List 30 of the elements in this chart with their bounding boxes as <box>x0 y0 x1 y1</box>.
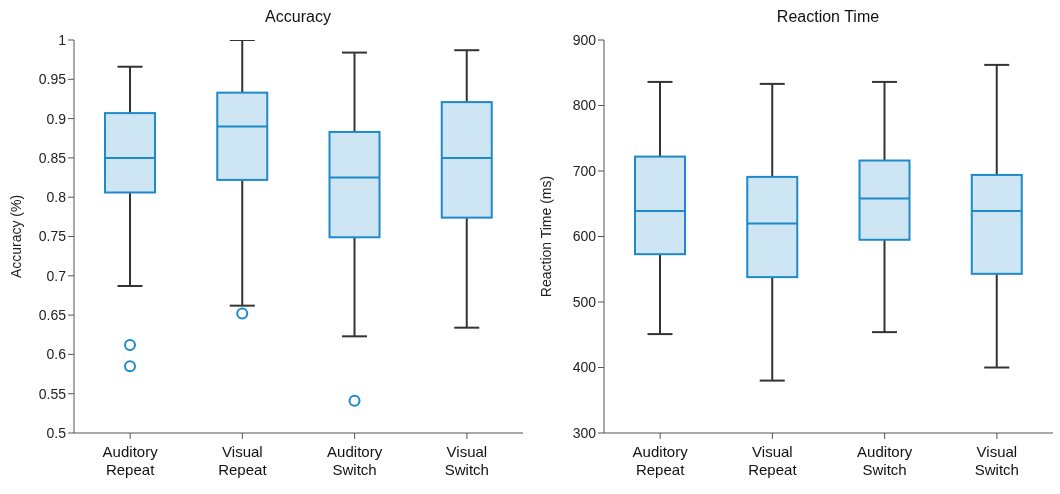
y-tick-label: 400 <box>572 359 597 376</box>
y-tick-label: 300 <box>572 424 597 441</box>
x-tick-label: Visual Switch <box>444 443 489 478</box>
y-tick-label: 900 <box>572 31 597 48</box>
y-tick-label: 1 <box>58 31 67 48</box>
y-tick-label: 0.9 <box>46 110 67 127</box>
x-tick-label: Visual Repeat <box>218 443 268 478</box>
chart-title: Reaction Time <box>775 8 881 27</box>
y-tick-label: 800 <box>572 97 597 114</box>
x-tick-label: Auditory Repeat <box>102 443 159 478</box>
x-tick-label: Visual Repeat <box>748 443 798 478</box>
y-tick-label: 500 <box>572 293 597 310</box>
y-axis-title: Reaction Time (ms) <box>537 175 554 298</box>
x-tick-label: Auditory Switch <box>327 443 383 478</box>
y-tick-label: 700 <box>572 162 597 179</box>
y-tick-label: 0.75 <box>38 228 67 245</box>
y-axis-title: Accuracy (%) <box>7 194 24 279</box>
y-tick-label: 0.8 <box>46 189 67 206</box>
x-tick-label: Visual Switch <box>974 443 1019 478</box>
y-tick-label: 0.6 <box>46 346 67 363</box>
y-tick-label: 0.95 <box>38 71 67 88</box>
y-tick-label: 0.7 <box>46 267 67 284</box>
y-tick-label: 0.65 <box>38 307 67 324</box>
y-tick-label: 0.5 <box>46 424 67 441</box>
x-tick-label: Auditory Repeat <box>632 443 689 478</box>
chart-title: Accuracy <box>264 8 332 27</box>
y-tick-label: 600 <box>572 228 597 245</box>
y-tick-label: 0.85 <box>38 149 67 166</box>
x-tick-label: Auditory Switch <box>857 443 913 478</box>
y-tick-label: 0.55 <box>38 385 67 402</box>
